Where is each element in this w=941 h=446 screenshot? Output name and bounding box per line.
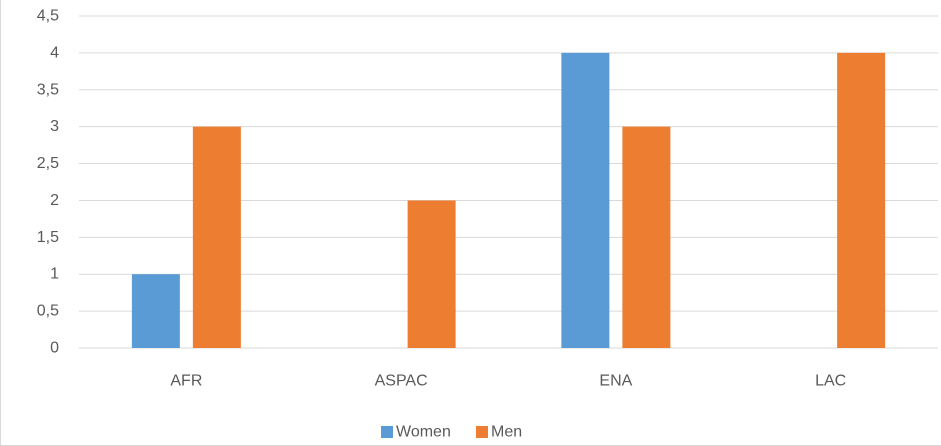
y-tick-label: 4,5 — [37, 8, 59, 25]
legend-item-women: Women — [381, 424, 451, 441]
y-tick-label: 0,5 — [37, 303, 59, 320]
legend: Women Men — [381, 424, 522, 441]
bar-afr-women — [131, 274, 180, 348]
y-axis-tick-labels: 0 0,5 1 1,5 2 2,5 3 3,5 4 4,5 — [37, 8, 59, 357]
y-tick-label: 2,5 — [37, 155, 59, 172]
y-tick-label: 3,5 — [37, 81, 59, 98]
y-tick-label: 4 — [50, 44, 59, 61]
x-category-label: LAC — [815, 373, 846, 390]
bar-afr-men — [192, 126, 241, 349]
bar-lac-men — [837, 52, 886, 349]
y-tick-label: 1,5 — [37, 229, 59, 246]
x-axis-category-labels: AFR ASPAC ENA LAC — [170, 373, 846, 390]
x-category-label: AFR — [170, 373, 202, 390]
bar-aspac-men — [407, 200, 456, 348]
bars — [131, 52, 886, 349]
bar-ena-women — [561, 52, 610, 349]
y-tick-label: 0 — [50, 340, 59, 357]
legend-label: Men — [491, 424, 522, 441]
legend-item-men: Men — [476, 424, 522, 441]
x-category-label: ENA — [599, 373, 632, 390]
legend-label: Women — [396, 424, 451, 441]
legend-swatch — [476, 426, 488, 438]
y-tick-label: 2 — [50, 192, 59, 209]
y-tick-label: 1 — [50, 266, 59, 283]
x-category-label: ASPAC — [375, 373, 428, 390]
y-tick-label: 3 — [50, 118, 59, 135]
bar-ena-men — [622, 126, 671, 349]
legend-swatch — [381, 426, 393, 438]
